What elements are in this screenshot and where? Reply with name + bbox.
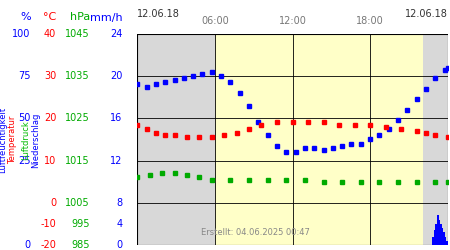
Text: 16: 16 (110, 113, 122, 123)
Bar (436, 224, 437, 245)
Text: 0: 0 (50, 198, 56, 208)
Bar (440, 224, 442, 245)
Text: Temperatur: Temperatur (8, 116, 17, 164)
Text: 20: 20 (44, 113, 56, 123)
Bar (215, 34, 423, 245)
Text: 10: 10 (44, 156, 56, 166)
Text: %: % (20, 12, 31, 22)
Text: Erstellt: 04.06.2025 00:47: Erstellt: 04.06.2025 00:47 (201, 228, 310, 236)
Bar (439, 220, 440, 245)
Text: 4: 4 (116, 219, 122, 229)
Text: 1005: 1005 (65, 198, 90, 208)
Text: hPa: hPa (70, 12, 90, 22)
Text: 995: 995 (72, 219, 90, 229)
Text: 12.06.18: 12.06.18 (405, 9, 448, 19)
Text: 12:00: 12:00 (279, 16, 306, 26)
Text: 40: 40 (44, 29, 56, 39)
Bar (443, 232, 445, 245)
Text: 20: 20 (110, 71, 122, 81)
Text: Luftdruck: Luftdruck (22, 120, 31, 160)
Text: 18:00: 18:00 (356, 16, 384, 26)
Text: Niederschlag: Niederschlag (32, 112, 40, 168)
Text: 100: 100 (12, 29, 31, 39)
Bar (423, 34, 448, 245)
Text: 75: 75 (18, 71, 31, 81)
Text: 985: 985 (72, 240, 90, 250)
Text: 30: 30 (44, 71, 56, 81)
Text: 0: 0 (116, 240, 122, 250)
Text: mm/h: mm/h (90, 12, 122, 22)
Text: 1025: 1025 (65, 113, 90, 123)
Text: 1045: 1045 (65, 29, 90, 39)
Text: 0: 0 (24, 240, 31, 250)
Bar (442, 228, 443, 245)
Text: °C: °C (43, 12, 56, 22)
Bar (437, 216, 439, 245)
Text: 24: 24 (110, 29, 122, 39)
Text: 12.06.18: 12.06.18 (137, 9, 180, 19)
Text: 12: 12 (110, 156, 122, 166)
Text: -20: -20 (40, 240, 56, 250)
Text: -10: -10 (40, 219, 56, 229)
Text: 50: 50 (18, 113, 31, 123)
Bar (434, 230, 436, 245)
Bar (137, 34, 215, 245)
Bar (446, 241, 448, 245)
Text: Luftfeuchtigkeit: Luftfeuchtigkeit (0, 107, 7, 173)
Text: 06:00: 06:00 (201, 16, 229, 26)
Bar (445, 236, 446, 245)
Text: 1035: 1035 (65, 71, 90, 81)
Text: 25: 25 (18, 156, 31, 166)
Bar (432, 236, 434, 245)
Text: 8: 8 (116, 198, 122, 208)
Text: 1015: 1015 (65, 156, 90, 166)
